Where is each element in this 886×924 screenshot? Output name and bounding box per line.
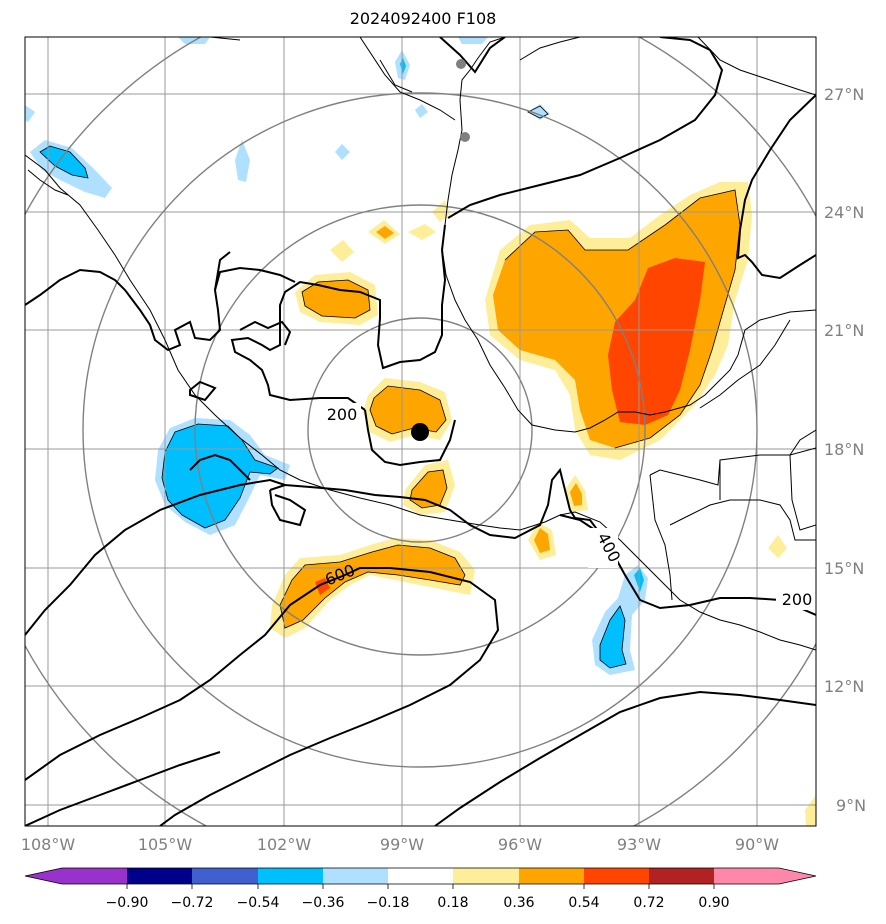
negative-anomaly-area xyxy=(415,104,428,118)
colorbar-bin xyxy=(388,868,453,884)
lat-label: 15°N xyxy=(824,559,864,578)
lon-label: 102°W xyxy=(257,835,312,854)
colorbar-tick-label: 0.18 xyxy=(437,895,468,911)
positive-anomaly-area xyxy=(570,483,582,506)
negative-anomaly-area xyxy=(162,424,278,528)
map-title: 2024092400 F108 xyxy=(349,9,497,28)
lon-label: 105°W xyxy=(138,835,193,854)
colorbar-bin xyxy=(192,868,258,884)
lon-label: 96°W xyxy=(498,835,542,854)
colorbar-extend-low xyxy=(25,868,62,884)
positive-anomaly-area xyxy=(805,795,816,826)
colorbar-tick-label: 0.90 xyxy=(698,895,729,911)
contour-label-200-east: 200 xyxy=(782,590,813,609)
negative-anomaly-area xyxy=(600,606,626,668)
latitude-labels: 27°N 24°N 21°N 18°N 15°N 12°N 9°N xyxy=(824,85,866,815)
positive-anomaly-area xyxy=(408,224,436,240)
label-bg xyxy=(588,528,618,568)
colorbar-extend-high xyxy=(779,868,816,884)
colorbar-outline xyxy=(24,867,817,885)
positive-anomaly-area xyxy=(280,545,465,628)
contour-200-north xyxy=(447,37,724,219)
colorbar-bin xyxy=(519,868,584,884)
positive-anomaly-area xyxy=(768,535,787,558)
negative-anomaly-area xyxy=(335,144,350,160)
colorbar-bin xyxy=(714,868,779,884)
lat-label: 18°N xyxy=(824,440,864,459)
colorbar-bin xyxy=(323,868,388,884)
colorbar-tick-label: −0.18 xyxy=(367,895,410,911)
label-bg xyxy=(321,403,361,425)
colorbar-bin xyxy=(453,868,519,884)
contour-200-center xyxy=(230,224,447,411)
positive-anomaly-area xyxy=(534,528,550,553)
lon-label: 108°W xyxy=(21,835,76,854)
colorbar-tick-label: −0.54 xyxy=(237,895,280,911)
map-frame xyxy=(24,36,817,827)
contour-400 xyxy=(25,478,286,636)
colorbar-bin xyxy=(649,868,714,884)
colorbar-bin xyxy=(62,868,127,884)
positive-anomaly-area xyxy=(302,280,370,318)
lon-label: 99°W xyxy=(380,835,424,854)
lat-label: 12°N xyxy=(824,677,864,696)
positive-anomaly-area xyxy=(370,386,446,434)
negative-anomaly-area xyxy=(458,37,488,44)
colorbar-bin xyxy=(127,868,192,884)
city-marker xyxy=(460,132,470,142)
lon-label: 90°W xyxy=(735,835,779,854)
gridlines xyxy=(25,37,816,826)
range-rings xyxy=(25,37,816,826)
positive-anomaly-area xyxy=(432,200,450,222)
storm-center-marker xyxy=(411,423,429,441)
negative-anomaly-area xyxy=(25,105,35,122)
coastlines xyxy=(25,37,816,651)
lat-label: 27°N xyxy=(824,85,864,104)
strong-anomaly-area xyxy=(608,258,705,425)
colorbar-tick-label: −0.90 xyxy=(106,895,149,911)
lat-label: 9°N xyxy=(836,796,866,815)
colorbar-bin xyxy=(584,868,649,884)
colorbar: −0.90 −0.72 −0.54 −0.36 −0.18 0.18 0.36 … xyxy=(24,867,817,911)
contour-label-200-west: 200 xyxy=(327,405,358,424)
positive-anomaly-area xyxy=(330,240,354,262)
colorbar-tick-label: 0.36 xyxy=(503,895,534,911)
negative-anomaly-area xyxy=(235,140,250,182)
lon-label: 93°W xyxy=(617,835,661,854)
contour-600 xyxy=(25,567,500,826)
lat-label: 21°N xyxy=(824,321,864,340)
negative-anomaly-area xyxy=(40,146,88,178)
colorbar-tick-label: 0.54 xyxy=(568,895,599,911)
colorbar-tick-label: −0.36 xyxy=(302,895,345,911)
label-bg xyxy=(776,588,816,610)
lat-label: 24°N xyxy=(824,203,864,222)
colorbar-bin xyxy=(258,868,323,884)
longitude-labels: 108°W 105°W 102°W 99°W 96°W 93°W 90°W xyxy=(21,835,779,854)
contour-200-south xyxy=(269,467,611,561)
city-marker xyxy=(456,59,466,69)
colorbar-tick-label: 0.72 xyxy=(633,895,664,911)
colorbar-tick-label: −0.72 xyxy=(171,895,214,911)
positive-anomaly-area xyxy=(376,226,394,239)
